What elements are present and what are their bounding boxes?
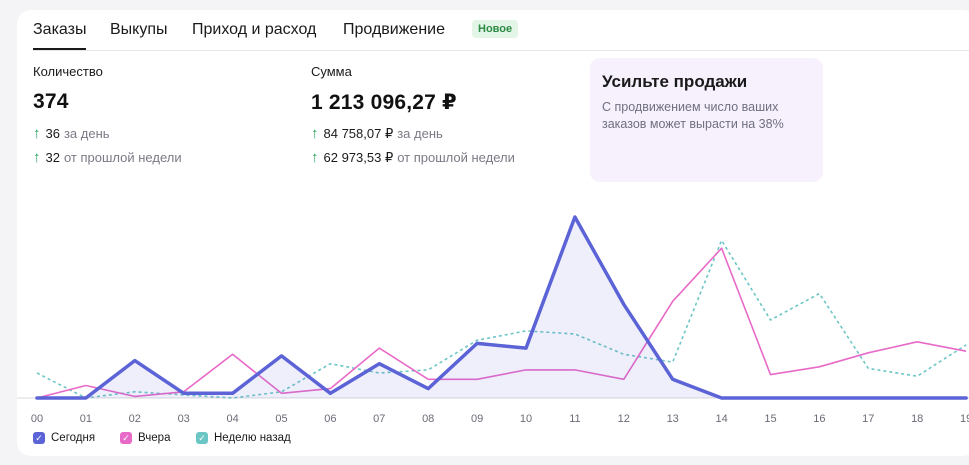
sum-value: 1 213 096,27 ₽ <box>311 91 457 114</box>
arrow-up-icon: ↑ <box>33 125 41 142</box>
series-area-today <box>37 217 967 398</box>
legend-label-today: Сегодня <box>51 432 96 444</box>
checkbox-checked-icon: ✓ <box>33 432 45 444</box>
checkbox-checked-icon: ✓ <box>120 432 132 444</box>
x-tick-label: 05 <box>275 413 287 425</box>
tab-buyouts[interactable]: Выкупы <box>110 21 168 38</box>
x-tick-label: 18 <box>911 413 923 425</box>
count-day-delta-value: 36 <box>45 126 60 141</box>
x-tick-label: 01 <box>80 413 92 425</box>
legend-item-today[interactable]: ✓ Сегодня <box>33 432 95 444</box>
x-tick-label: 12 <box>618 413 630 425</box>
x-tick-label: 17 <box>862 413 874 425</box>
orders-line-chart: 00 01 02 03 04 05 06 07 08 09 10 11 12 13 14 15 16 17 18 19 <box>17 215 969 425</box>
count-week-delta: ↑ 32 от прошлой недели <box>33 149 182 166</box>
x-tick-label: 15 <box>764 413 776 425</box>
x-tick-label: 13 <box>667 413 679 425</box>
orders-card: Заказы Выкупы Приход и расход Продвижени… <box>17 10 969 456</box>
x-tick-label: 08 <box>422 413 434 425</box>
x-tick-label: 16 <box>813 413 825 425</box>
x-tick-label: 04 <box>226 413 238 425</box>
sum-day-delta-value: 84 758,07 ₽ <box>323 126 394 141</box>
count-day-delta: ↑ 36 за день <box>33 125 110 142</box>
x-tick-label: 11 <box>569 413 580 425</box>
count-label: Количество <box>33 64 103 79</box>
count-day-delta-suffix: за день <box>63 126 110 141</box>
x-tick-label: 06 <box>324 413 336 425</box>
series-line-week-ago <box>36 239 967 399</box>
x-tick-label: 00 <box>31 413 43 425</box>
x-tick-label: 14 <box>715 413 727 425</box>
series-line-today <box>35 215 968 400</box>
legend-item-yesterday[interactable]: ✓ Вчера <box>120 432 170 444</box>
x-tick-label: 19 <box>960 413 969 425</box>
x-tick-label: 10 <box>520 413 532 425</box>
new-badge: Новое <box>472 20 519 38</box>
tab-promotion[interactable]: Продвижение <box>343 21 445 38</box>
sum-week-delta-value: 62 973,53 ₽ <box>323 150 394 165</box>
x-tick-label: 07 <box>373 413 385 425</box>
promo-text: С продвижением число ваших заказов может… <box>602 100 784 131</box>
checkbox-checked-icon: ✓ <box>196 432 208 444</box>
arrow-up-icon: ↑ <box>33 149 41 166</box>
arrow-up-icon: ↑ <box>311 149 319 166</box>
tabs-bar: Заказы Выкупы Приход и расход Продвижени… <box>33 10 969 51</box>
legend-item-week-ago[interactable]: ✓ Неделю назад <box>196 432 291 444</box>
sum-week-delta-suffix: от прошлой недели <box>397 150 515 165</box>
series-line-yesterday <box>36 247 967 399</box>
arrow-up-icon: ↑ <box>311 125 319 142</box>
count-week-delta-value: 32 <box>45 150 60 165</box>
x-tick-label: 03 <box>178 413 190 425</box>
promo-banner[interactable]: Усильте продажи С продвижением число ваш… <box>590 58 823 182</box>
legend-label-week-ago: Неделю назад <box>214 432 291 444</box>
sum-week-delta: ↑ 62 973,53 ₽ от прошлой недели <box>311 149 515 166</box>
tab-orders[interactable]: Заказы <box>33 21 87 50</box>
count-value: 374 <box>33 90 69 113</box>
x-tick-label: 02 <box>129 413 141 425</box>
tab-income-expense[interactable]: Приход и расход <box>192 21 317 38</box>
sum-day-delta: ↑ 84 758,07 ₽ за день <box>311 125 443 142</box>
sum-day-delta-suffix: за день <box>397 126 443 141</box>
promo-title: Усильте продажи <box>602 72 748 91</box>
x-tick-label: 09 <box>471 413 483 425</box>
count-week-delta-suffix: от прошлой недели <box>63 150 182 165</box>
sum-label: Сумма <box>311 64 352 79</box>
legend-label-yesterday: Вчера <box>138 432 171 444</box>
